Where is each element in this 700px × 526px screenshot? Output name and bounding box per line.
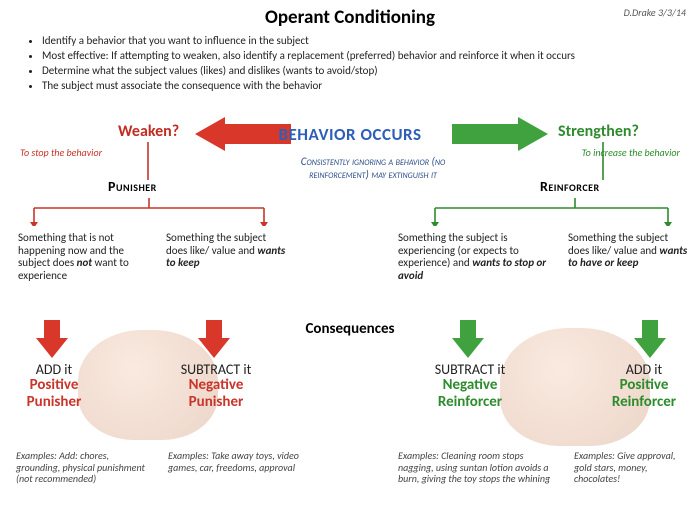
punisher-right-desc: Something the subject does like/ value a… [166, 232, 286, 270]
weaken-subtitle: To stop the behavior [20, 146, 102, 159]
bullet-0: Identify a behavior that you want to inf… [42, 34, 686, 47]
nr-arrow-icon [452, 320, 484, 358]
quad-positive-punisher: ADD it PositivePunisher [12, 362, 96, 410]
intro-bullets: Identify a behavior that you want to inf… [24, 34, 686, 94]
bullet-2: Determine what the subject values (likes… [42, 64, 686, 77]
strengthen-stem-icon [600, 142, 606, 180]
page-title: Operant Conditioning [0, 6, 700, 29]
punisher-bracket-icon [24, 198, 274, 226]
extinction-note: Consistently ignoring a behavior (no rei… [278, 156, 468, 181]
bullet-1: Most effective: If attempting to weaken,… [42, 49, 686, 62]
page: Operant Conditioning D.Drake 3/3/14 Iden… [0, 0, 700, 526]
reinforcer-heading: Reinforcer [540, 178, 600, 195]
reinforcer-right-desc: Something the subject does like/ value a… [568, 232, 688, 270]
bullet-3: The subject must associate the consequen… [42, 79, 686, 92]
attribution: D.Drake 3/3/14 [624, 6, 686, 19]
quad-negative-punisher: SUBTRACT it NegativePunisher [160, 362, 272, 410]
examples-pr: Examples: Give approval, gold stars, mon… [574, 450, 690, 485]
examples-nr: Examples: Cleaning room stops nagging, u… [398, 450, 558, 485]
reinforcer-left-desc: Something the subject is experiencing (o… [398, 232, 548, 283]
np-arrow-icon [198, 320, 230, 358]
strengthen-subtitle: To increase the behavior [582, 146, 680, 159]
weaken-stem-icon [145, 142, 151, 180]
quad-positive-reinforcer: ADD it PositiveReinforcer [594, 362, 694, 410]
reinforcer-bracket-icon [420, 198, 680, 226]
strengthen-question: Strengthen? [558, 122, 639, 141]
examples-np: Examples: Take away toys, video games, c… [168, 450, 308, 473]
punisher-left-desc: Something that is not happening now and … [18, 232, 138, 283]
weaken-question: Weaken? [118, 122, 179, 141]
pr-arrow-icon [634, 320, 666, 358]
punisher-heading: Punisher [108, 178, 157, 195]
pp-arrow-icon [36, 320, 68, 358]
examples-pp: Examples: Add: chores, grounding, physic… [16, 450, 146, 485]
quad-negative-reinforcer: SUBTRACT it NegativeReinforcer [412, 362, 528, 410]
